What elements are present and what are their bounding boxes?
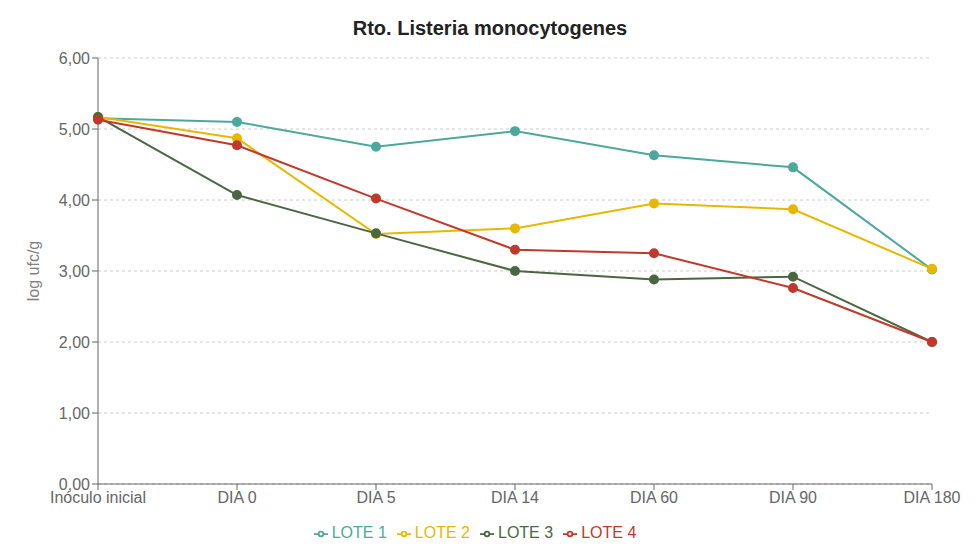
- html-text:Rto. Listeria monocytogenes: Rto. Listeria monocytogenes: [352, 17, 628, 39]
- html-text:LOTE 2: LOTE 2: [414, 524, 470, 541]
- html-text:LOTE 1: LOTE 1: [331, 524, 387, 541]
- svg-text:DIA 0: DIA 0: [217, 489, 256, 506]
- svg-text:5,00: 5,00: [59, 121, 90, 138]
- svg-text:1,00: 1,00: [59, 405, 90, 422]
- svg-text:0,00: 0,00: [59, 476, 90, 493]
- html-text:LOTE 3: LOTE 3: [498, 524, 554, 541]
- svg-text:DIA 60: DIA 60: [630, 489, 678, 506]
- svg-text:DIA 90: DIA 90: [769, 489, 817, 506]
- svg-text:4,00: 4,00: [59, 192, 90, 209]
- svg-text:6,00: 6,00: [59, 50, 90, 67]
- svg-text:Inóculo inicial: Inóculo inicial: [50, 489, 146, 507]
- svg-text:2,00: 2,00: [59, 334, 90, 351]
- svg-text:DIA 5: DIA 5: [356, 489, 395, 506]
- html-text:LOTE 4: LOTE 4: [581, 524, 637, 541]
- svg-text:DIA 180: DIA 180: [904, 489, 961, 506]
- svg-text:DIA 14: DIA 14: [491, 489, 539, 506]
- svg-text:3,00: 3,00: [59, 263, 90, 280]
- svg-text:log ufc/g: log ufc/g: [25, 241, 42, 301]
